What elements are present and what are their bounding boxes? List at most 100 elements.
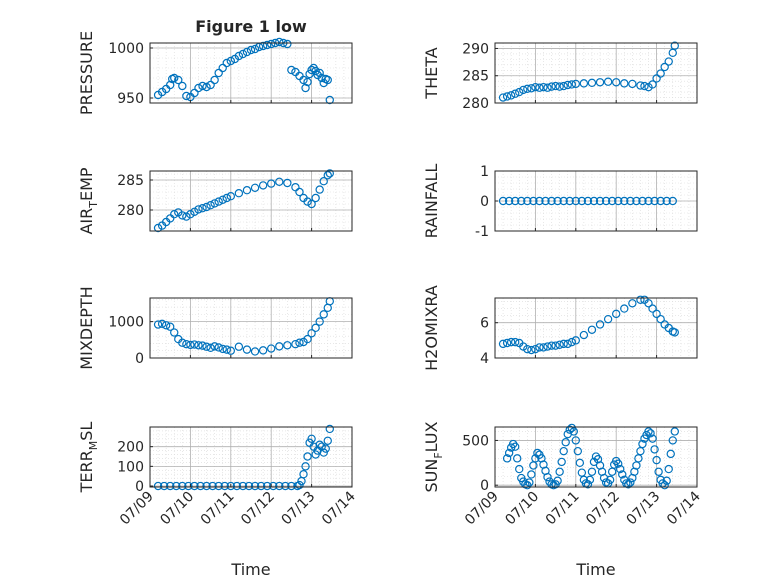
pressure-data-point: [317, 73, 326, 83]
air-temp-data-point: [325, 169, 334, 178]
sun-flux-data-point: [660, 481, 669, 490]
h2omixra-data-point: [644, 299, 653, 308]
theta-data-point: [515, 87, 524, 97]
theta-data-point: [620, 79, 629, 88]
rainfall-data-point: [632, 196, 641, 206]
mixdepth-data-point: [222, 345, 231, 354]
sun-flux-data-point: [504, 448, 514, 458]
sun-flux-data-point: [587, 467, 597, 476]
terr-msl-ylabel: TERRMSL: [77, 422, 100, 494]
rainfall-data-point: [650, 196, 659, 206]
rainfall-data-point: [577, 196, 587, 206]
sun-flux-data-point: [614, 459, 623, 468]
air-temp-data-point: [214, 197, 223, 206]
terr-msl-data-point: [317, 442, 326, 451]
theta-data-point: [502, 92, 512, 101]
h2omixra-data-point: [571, 336, 581, 345]
h2omixra-data-point: [502, 338, 512, 348]
air-temp-data-point: [210, 199, 219, 208]
rainfall-data-point: [607, 196, 617, 206]
terr-msl-xtick-label: 07/14: [319, 488, 359, 528]
terr-msl-data-point: [287, 481, 296, 491]
terr-msl-data-point: [232, 481, 242, 491]
theta-data-point: [579, 79, 589, 88]
sun-flux-data-point: [571, 436, 581, 445]
terr-msl-data-point: [202, 481, 211, 491]
theta-data-point: [539, 82, 548, 92]
mixdepth-data-point: [182, 339, 191, 349]
sun-flux-data-point: [513, 454, 522, 463]
sun-flux-data-point: [612, 456, 621, 466]
mixdepth-data-point: [218, 344, 227, 354]
pressure-data-point: [323, 75, 332, 85]
mixdepth-data-point: [165, 322, 175, 331]
sun-flux-data-point: [654, 467, 663, 476]
rainfall-data-point: [565, 196, 574, 206]
sun-flux-data-point: [515, 464, 524, 474]
theta-data-point: [656, 69, 665, 78]
rainfall-data-point: [523, 196, 532, 206]
rainfall-data-point: [517, 196, 526, 206]
sun-flux-data-point: [591, 452, 601, 461]
sun-flux-data-point: [662, 476, 671, 485]
pressure-data-point: [170, 73, 179, 83]
x-axis-label-left: Time: [230, 560, 270, 579]
terr-msl-data-point: [299, 470, 308, 479]
sun-flux-data-point: [648, 434, 657, 443]
rainfall-ytick-label: 1: [480, 164, 489, 180]
terr-msl-data-point: [315, 440, 324, 449]
theta-data-point: [652, 74, 661, 83]
h2omixra-data-point: [539, 343, 548, 352]
terr-msl-data-point: [281, 481, 290, 491]
sun-flux-axes-box: [494, 426, 698, 488]
sun-flux-data-point: [543, 472, 552, 482]
h2omixra-data-point: [563, 339, 572, 349]
pressure-data-point: [178, 81, 187, 91]
theta-data-point: [551, 81, 560, 91]
mixdepth-plot-area: [150, 298, 352, 358]
theta-data-point: [664, 57, 673, 66]
rainfall-ytick-label: -1: [475, 224, 489, 240]
rainfall-data-point: [638, 196, 647, 206]
h2omixra-data-point: [652, 309, 661, 319]
mixdepth-axes-box: [149, 297, 353, 359]
air-temp-data-point: [218, 195, 227, 204]
pressure-data-point: [311, 66, 320, 76]
rainfall-ylabel: RAINFALL: [422, 164, 441, 239]
mixdepth-data-point: [319, 310, 328, 319]
terr-msl-data-point: [325, 424, 334, 434]
terr-msl-data-point: [269, 481, 278, 491]
h2omixra-ytick-label: 4: [480, 351, 489, 367]
h2omixra-data-point: [523, 344, 532, 354]
terr-msl-ytick-label: 100: [117, 459, 144, 475]
sun-flux-data-point: [533, 448, 542, 458]
air-temp-data-point: [170, 209, 179, 219]
mixdepth-data-point: [161, 321, 171, 330]
air-temp-data-point: [307, 199, 316, 209]
air-temp-ylabel: AIRTEMP: [77, 167, 100, 234]
pressure-ylabel: PRESSURE: [77, 31, 96, 115]
mixdepth-data-point: [283, 341, 292, 350]
terr-msl-data-point: [172, 481, 181, 491]
mixdepth-data-point: [194, 341, 203, 350]
mixdepth-data-point: [234, 342, 244, 351]
air-temp-data-point: [319, 176, 328, 186]
sun-flux-data-point: [508, 439, 518, 449]
terr-msl-data-point: [226, 481, 235, 491]
sun-flux-data-point: [559, 446, 568, 456]
pressure-data-point: [165, 80, 175, 90]
subplot-mixdepth: 0 1000 MIXDEPTH: [77, 286, 353, 370]
sun-flux-data-point: [583, 480, 593, 489]
theta-axes-box: [494, 42, 698, 104]
sun-flux-data-point: [624, 480, 633, 489]
rainfall-data-point: [547, 196, 556, 206]
rainfall-data-point: [662, 196, 671, 206]
pressure-data-point: [242, 47, 252, 57]
sun-flux-data-point: [605, 475, 615, 485]
sun-flux-data-point: [557, 457, 566, 467]
theta-data-point: [559, 81, 568, 91]
pressure-data-point: [267, 39, 276, 49]
rainfall-data-point: [668, 196, 677, 206]
